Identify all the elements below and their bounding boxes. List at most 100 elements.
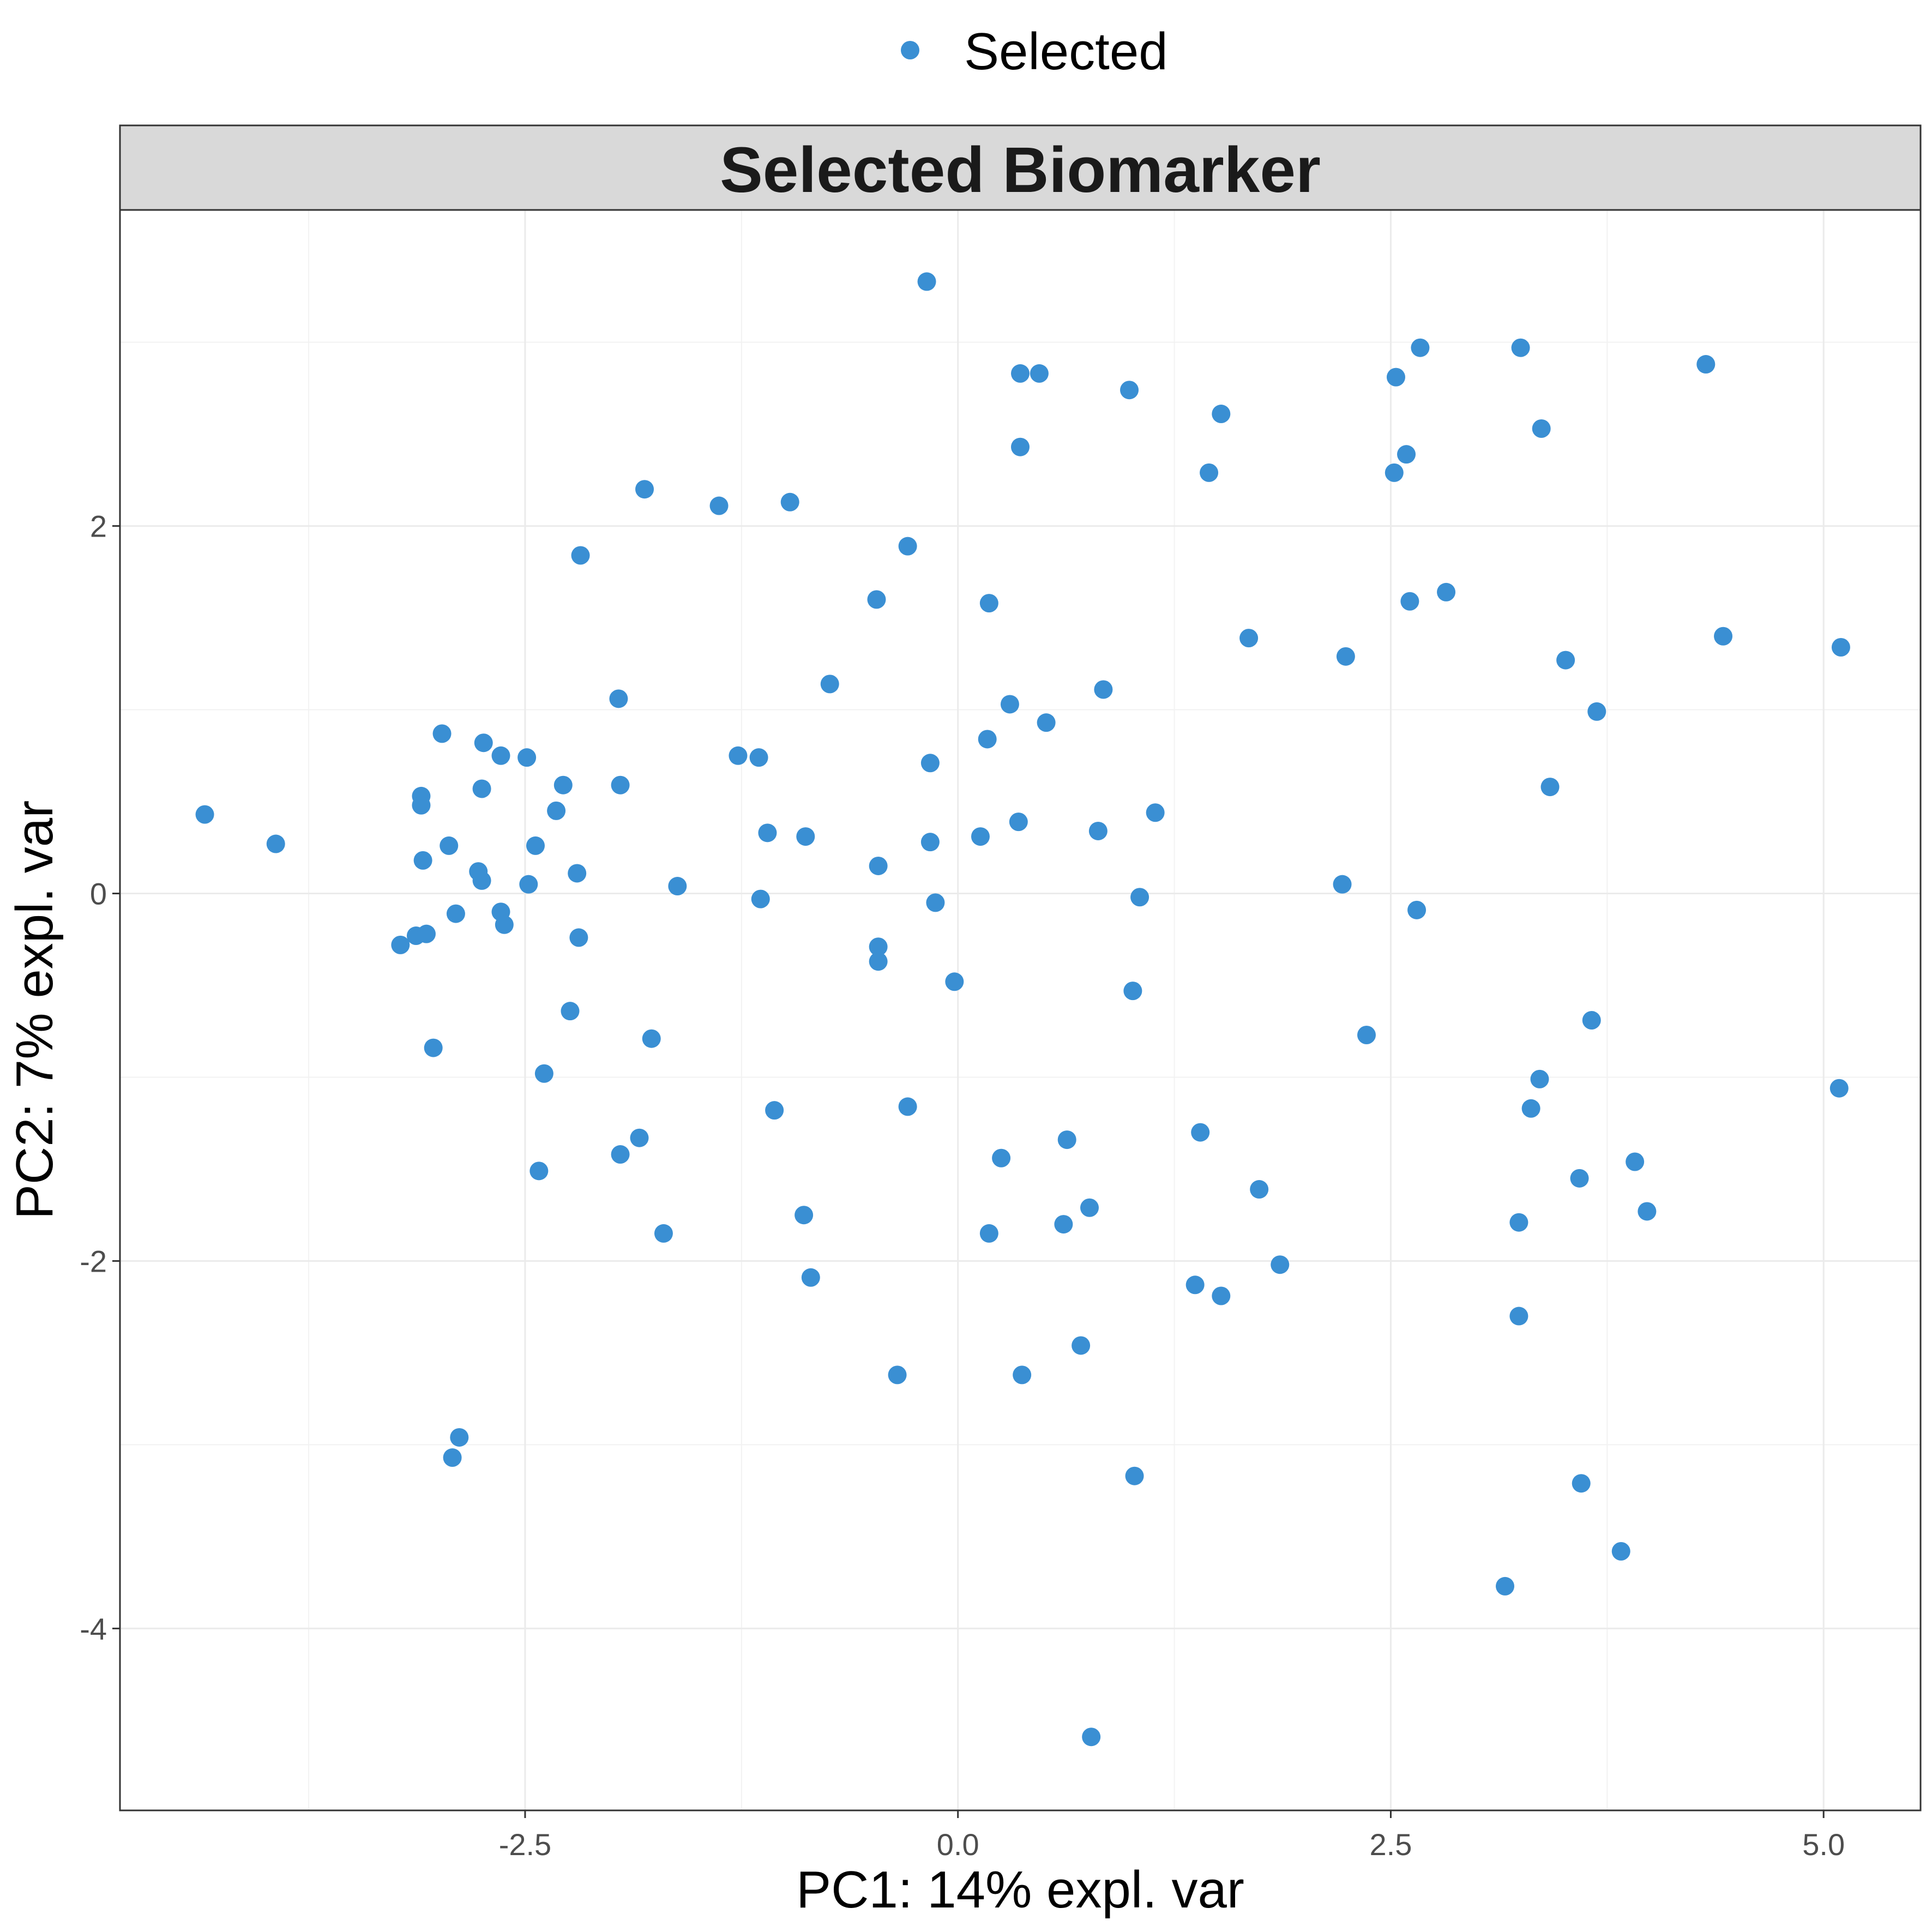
data-point — [1572, 1474, 1591, 1493]
x-tick-label: -2.5 — [499, 1827, 552, 1862]
data-point — [1011, 437, 1030, 456]
data-point — [1386, 368, 1405, 387]
data-point — [266, 834, 285, 853]
data-point — [474, 733, 493, 753]
data-point — [1611, 1542, 1630, 1561]
data-point — [534, 1064, 553, 1083]
data-point — [888, 1365, 907, 1385]
legend: Selected — [901, 22, 1168, 81]
data-point — [1072, 1336, 1091, 1355]
y-axis-title: PC2: 7% expl. var — [5, 801, 64, 1219]
data-point — [1696, 355, 1716, 374]
data-point — [1511, 338, 1530, 357]
data-point — [424, 1038, 443, 1057]
data-point — [1407, 900, 1427, 919]
data-point — [869, 952, 888, 971]
data-point — [1123, 982, 1142, 1001]
facet-strip-background — [119, 124, 1922, 211]
data-point — [1336, 647, 1355, 666]
data-point — [1831, 637, 1850, 657]
data-point — [611, 775, 630, 795]
data-point — [491, 746, 510, 765]
data-point — [413, 851, 432, 870]
data-point — [1054, 1215, 1073, 1234]
data-point — [917, 272, 936, 291]
x-axis-title: PC1: 14% expl. var — [796, 1861, 1244, 1919]
data-point — [1082, 1728, 1101, 1747]
data-point — [1125, 1466, 1144, 1485]
data-point — [1385, 463, 1404, 482]
data-point — [765, 1101, 784, 1120]
plot-panel-border — [119, 209, 1922, 1811]
data-point — [569, 928, 588, 947]
legend-label-selected: Selected — [964, 22, 1168, 81]
data-point — [1582, 1011, 1601, 1030]
data-point — [1714, 627, 1733, 646]
data-point — [1146, 803, 1165, 822]
data-point — [1030, 364, 1049, 383]
data-point — [526, 836, 545, 855]
data-point — [440, 836, 459, 855]
grid-minor — [120, 210, 1921, 1810]
data-point — [1496, 1576, 1514, 1596]
data-point — [517, 748, 537, 767]
data-point — [1437, 582, 1456, 601]
y-tick-label: -2 — [80, 1244, 107, 1278]
data-point — [978, 730, 997, 749]
data-point — [801, 1268, 820, 1287]
data-point — [443, 1448, 462, 1467]
y-tick-label: 0 — [90, 877, 107, 911]
x-tick-label: 2.5 — [1370, 1827, 1412, 1862]
y-tick-label: 2 — [90, 509, 107, 544]
data-point — [867, 590, 886, 609]
x-tick-label: 0.0 — [937, 1827, 979, 1862]
data-point — [446, 904, 465, 923]
data-point — [926, 893, 945, 912]
facet-strip: Selected Biomarker — [119, 124, 1922, 211]
x-tick-label: 5.0 — [1802, 1827, 1845, 1862]
data-point — [1185, 1275, 1205, 1295]
data-point — [1011, 364, 1030, 383]
data-point — [1191, 1123, 1210, 1142]
data-point — [1200, 463, 1219, 482]
data-point — [992, 1148, 1011, 1167]
data-point — [869, 937, 888, 956]
data-point — [1000, 695, 1019, 714]
data-point — [1509, 1307, 1528, 1326]
data-point — [1397, 445, 1416, 464]
data-point — [1013, 1365, 1032, 1385]
data-point — [729, 746, 748, 765]
data-point — [1094, 680, 1113, 699]
data-point — [668, 877, 687, 896]
data-point — [630, 1128, 649, 1147]
data-point — [553, 775, 573, 795]
data-point — [472, 871, 491, 890]
data-point — [898, 1097, 917, 1116]
data-point — [1400, 592, 1419, 611]
data-point — [417, 924, 436, 943]
data-point — [1080, 1198, 1099, 1217]
data-point — [1530, 1069, 1549, 1088]
data-point — [568, 864, 587, 883]
data-point — [391, 935, 410, 954]
data-point — [869, 856, 888, 875]
data-point — [1239, 629, 1259, 648]
data-point — [611, 1145, 630, 1164]
data-point — [1088, 821, 1108, 840]
data-point — [1411, 338, 1430, 357]
data-point — [1829, 1079, 1849, 1098]
data-point — [1250, 1180, 1269, 1199]
y-axis-ticks: -4 -2 0 2 — [80, 509, 120, 1646]
data-point — [749, 748, 768, 767]
data-point — [979, 594, 998, 613]
data-points — [195, 272, 1850, 1747]
data-point — [519, 875, 538, 894]
data-point — [751, 889, 770, 908]
data-point — [1587, 702, 1606, 721]
data-point — [1057, 1130, 1076, 1149]
data-point — [920, 754, 940, 773]
data-point — [796, 827, 815, 846]
data-point — [1009, 812, 1028, 832]
data-point — [920, 833, 940, 852]
data-point — [820, 675, 839, 694]
